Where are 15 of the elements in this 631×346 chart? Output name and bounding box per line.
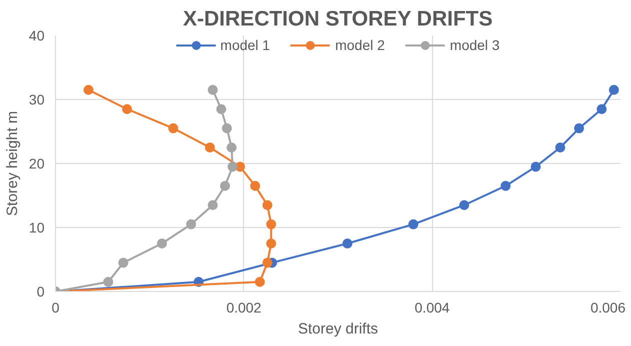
- x-tick-label: 0: [52, 300, 60, 316]
- x-tick-label: 0.004: [414, 300, 450, 316]
- chart-title: X-DIRECTION STOREY DRIFTS: [183, 8, 493, 30]
- y-tick-label: 0: [36, 284, 45, 300]
- y-tick-label: 10: [28, 220, 45, 236]
- x-tick-label: 0.006: [590, 300, 626, 316]
- x-tick-label: 0.002: [226, 300, 262, 316]
- y-tick-label: 30: [28, 92, 45, 108]
- legend-label: model 2: [335, 37, 385, 53]
- legend-label: model 1: [220, 37, 270, 53]
- legend-label: model 3: [450, 37, 500, 53]
- y-tick-label: 20: [28, 156, 45, 172]
- y-tick-label: 40: [28, 28, 45, 44]
- y-axis-title: Storey height m: [4, 110, 21, 216]
- x-axis-title: Storey drifts: [298, 320, 378, 338]
